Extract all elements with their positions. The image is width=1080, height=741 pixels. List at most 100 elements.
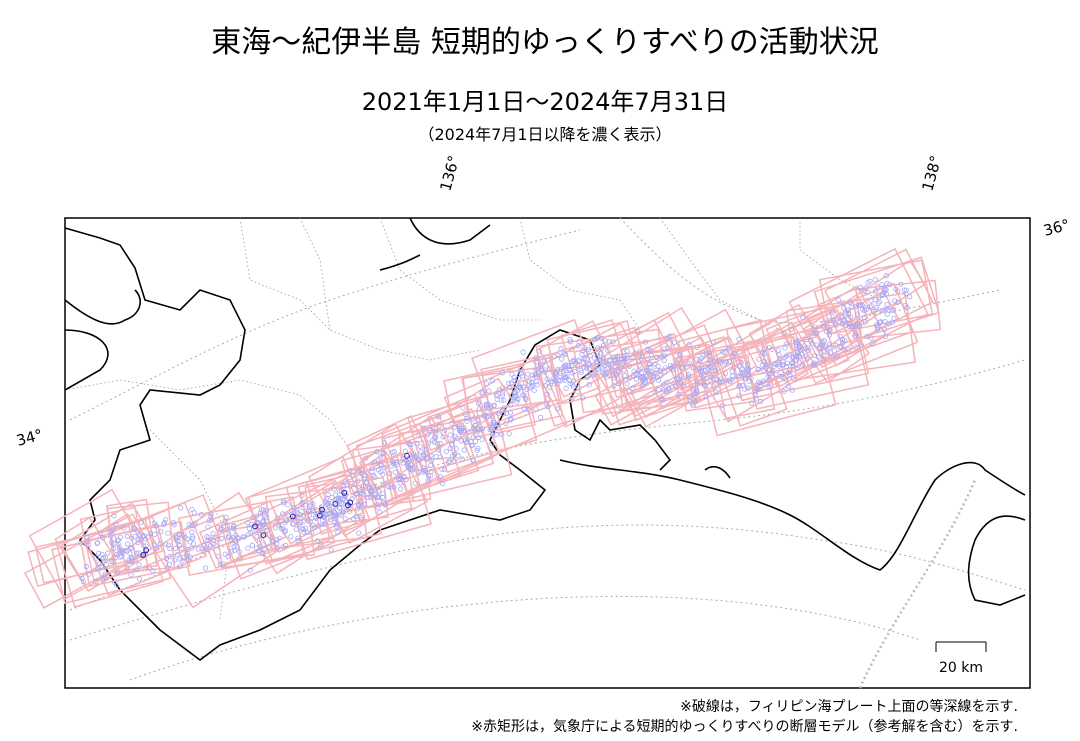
epicenter [602, 338, 609, 344]
epicenter [722, 349, 728, 355]
epicenter [599, 366, 605, 372]
epicenter [588, 341, 595, 347]
epicenter [586, 361, 592, 368]
epicenter [639, 353, 645, 360]
epicenter [285, 502, 291, 508]
epicenter [404, 463, 411, 469]
epicenter [325, 508, 331, 514]
epicenter [710, 339, 716, 345]
epicenter [788, 326, 794, 332]
epicenter [634, 370, 640, 376]
epicenter [754, 386, 760, 393]
epicenter [542, 383, 548, 389]
epicenter [852, 323, 858, 329]
epicenter [411, 451, 417, 457]
epicenter [452, 451, 458, 457]
epicenter [771, 363, 777, 369]
epicenter [406, 441, 412, 447]
epicenter [478, 427, 484, 433]
epicenter [462, 437, 468, 443]
epicenter [879, 282, 885, 288]
epicenter [700, 375, 706, 381]
epicenter [701, 372, 707, 378]
epicenter [210, 530, 216, 537]
epicenter [619, 356, 625, 362]
epicenter [691, 391, 697, 397]
epicenter [551, 353, 558, 360]
epicenter [86, 542, 92, 548]
epicenter [830, 318, 837, 324]
epicenter [245, 520, 251, 526]
title: 東海～紀伊半島 短期的ゆっくりすべりの活動状況 [211, 25, 878, 60]
epicenter [840, 340, 846, 346]
epicenter [578, 367, 584, 374]
epicenter [369, 469, 375, 475]
epicenter [132, 533, 138, 540]
epicenter [849, 304, 855, 310]
epicenter [288, 533, 294, 540]
epicenter [536, 348, 542, 354]
epicenter [736, 383, 742, 390]
epicenter [459, 456, 465, 462]
epicenter [690, 386, 697, 392]
epicenter [387, 484, 393, 490]
epicenter [421, 425, 427, 431]
epicenter [717, 359, 723, 365]
epicenter [161, 521, 167, 528]
epicenter [893, 286, 899, 292]
footnote: ※破線は，フィリピン海プレート上面の等深線を示す. [680, 698, 1018, 715]
epicenter [428, 472, 434, 479]
epicenter [902, 302, 908, 309]
epicenter [872, 288, 879, 294]
epicenter [693, 390, 700, 396]
epicenter [205, 546, 211, 553]
epicenter [475, 427, 481, 433]
epicenter [534, 359, 540, 365]
epicenter [726, 358, 732, 364]
epicenter [392, 469, 398, 475]
epicenter [78, 540, 84, 546]
epicenter [94, 540, 100, 546]
epicenter [514, 388, 520, 394]
epicenter [867, 304, 873, 310]
epicenter [257, 510, 264, 516]
epicenter [451, 458, 457, 464]
epicenter [716, 378, 722, 385]
epicenter [463, 411, 469, 418]
epicenter [861, 308, 868, 314]
epicenter [903, 287, 909, 293]
epicenter [278, 526, 285, 532]
epicenter [813, 330, 820, 336]
epicenter [535, 369, 541, 376]
epicenter [208, 517, 214, 523]
epicenter [854, 311, 860, 317]
epicenter [808, 337, 814, 344]
epicenter [187, 539, 193, 545]
epicenter [633, 371, 639, 377]
epicenter [356, 530, 362, 536]
epicenter [794, 365, 800, 371]
epicenter [95, 540, 101, 546]
epicenter [820, 357, 826, 363]
epicenter [115, 537, 121, 543]
epicenter [379, 494, 385, 500]
fault-rectangle [590, 306, 712, 412]
epicenter [543, 401, 549, 407]
epicenter [442, 427, 448, 433]
epicenter [561, 350, 567, 357]
epicenter [678, 372, 684, 379]
epicenter [389, 458, 396, 464]
epicenter [102, 571, 108, 577]
tremor-epicenters [78, 273, 913, 588]
epicenter [892, 298, 898, 304]
epicenter [827, 327, 833, 333]
epicenter [544, 391, 550, 397]
epicenter [135, 537, 141, 543]
epicenter [260, 550, 266, 557]
epicenter [756, 386, 763, 392]
epicenter [436, 447, 442, 453]
epicenter [726, 377, 732, 383]
epicenter [423, 446, 429, 453]
epicenter [812, 353, 818, 359]
epicenter [841, 346, 847, 353]
